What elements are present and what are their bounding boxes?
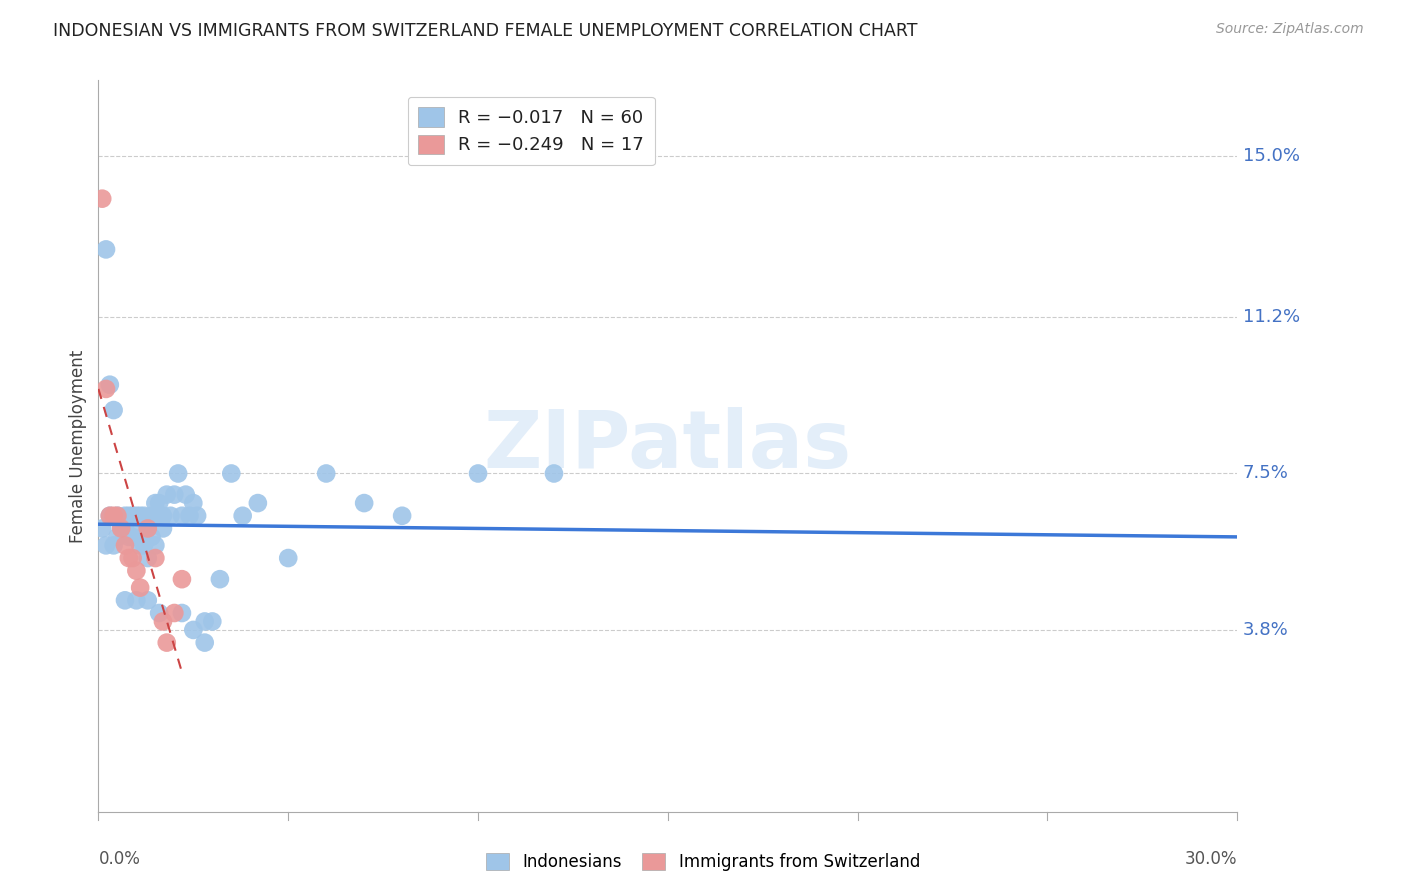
- Point: [125, 521, 148, 535]
- Point: [156, 635, 179, 649]
- Point: [156, 488, 179, 502]
- Point: [129, 508, 152, 523]
- Point: [208, 572, 231, 586]
- Text: 0.0%: 0.0%: [98, 850, 141, 868]
- Point: [125, 593, 148, 607]
- Point: [132, 538, 155, 552]
- Point: [136, 593, 159, 607]
- Point: [94, 382, 117, 396]
- Point: [170, 508, 193, 523]
- Point: [136, 551, 159, 566]
- Point: [118, 530, 141, 544]
- Point: [107, 508, 129, 523]
- Point: [103, 508, 125, 523]
- Point: [246, 496, 269, 510]
- Point: [94, 243, 117, 257]
- Point: [152, 508, 174, 523]
- Point: [152, 521, 174, 535]
- Point: [91, 192, 114, 206]
- Point: [94, 538, 117, 552]
- Legend: Indonesians, Immigrants from Switzerland: Indonesians, Immigrants from Switzerland: [478, 845, 928, 880]
- Point: [103, 538, 125, 552]
- Point: [121, 551, 143, 566]
- Point: [107, 530, 129, 544]
- Point: [543, 467, 565, 481]
- Point: [174, 488, 197, 502]
- Point: [114, 593, 136, 607]
- Point: [148, 496, 170, 510]
- Point: [141, 508, 163, 523]
- Point: [145, 538, 167, 552]
- Point: [170, 572, 193, 586]
- Point: [391, 508, 413, 523]
- Point: [114, 508, 136, 523]
- Point: [121, 530, 143, 544]
- Text: INDONESIAN VS IMMIGRANTS FROM SWITZERLAND FEMALE UNEMPLOYMENT CORRELATION CHART: INDONESIAN VS IMMIGRANTS FROM SWITZERLAN…: [53, 22, 918, 40]
- Point: [152, 615, 174, 629]
- Point: [132, 508, 155, 523]
- Point: [129, 538, 152, 552]
- Point: [467, 467, 489, 481]
- Point: [125, 508, 148, 523]
- Point: [114, 521, 136, 535]
- Point: [183, 623, 205, 637]
- Text: ZIPatlas: ZIPatlas: [484, 407, 852, 485]
- Point: [221, 467, 243, 481]
- Y-axis label: Female Unemployment: Female Unemployment: [69, 350, 87, 542]
- Point: [121, 508, 143, 523]
- Point: [114, 538, 136, 552]
- Point: [186, 508, 208, 523]
- Text: 11.2%: 11.2%: [1243, 308, 1301, 326]
- Point: [232, 508, 254, 523]
- Point: [170, 606, 193, 620]
- Point: [110, 521, 132, 535]
- Text: 30.0%: 30.0%: [1185, 850, 1237, 868]
- Point: [201, 615, 224, 629]
- Point: [145, 551, 167, 566]
- Point: [163, 488, 186, 502]
- Legend: R = −0.017   N = 60, R = −0.249   N = 17: R = −0.017 N = 60, R = −0.249 N = 17: [408, 96, 655, 165]
- Point: [183, 496, 205, 510]
- Point: [98, 508, 121, 523]
- Point: [179, 508, 201, 523]
- Point: [148, 508, 170, 523]
- Point: [141, 530, 163, 544]
- Text: 15.0%: 15.0%: [1243, 147, 1301, 165]
- Point: [98, 377, 121, 392]
- Point: [103, 403, 125, 417]
- Point: [136, 521, 159, 535]
- Point: [98, 508, 121, 523]
- Point: [353, 496, 375, 510]
- Point: [91, 521, 114, 535]
- Point: [167, 467, 190, 481]
- Text: 7.5%: 7.5%: [1243, 465, 1289, 483]
- Point: [194, 615, 217, 629]
- Point: [163, 606, 186, 620]
- Point: [145, 496, 167, 510]
- Text: 3.8%: 3.8%: [1243, 621, 1289, 639]
- Point: [118, 551, 141, 566]
- Point: [148, 606, 170, 620]
- Point: [194, 635, 217, 649]
- Point: [129, 581, 152, 595]
- Point: [110, 521, 132, 535]
- Point: [118, 508, 141, 523]
- Point: [277, 551, 299, 566]
- Point: [136, 521, 159, 535]
- Point: [315, 467, 337, 481]
- Point: [159, 508, 181, 523]
- Point: [107, 508, 129, 523]
- Point: [125, 564, 148, 578]
- Text: Source: ZipAtlas.com: Source: ZipAtlas.com: [1216, 22, 1364, 37]
